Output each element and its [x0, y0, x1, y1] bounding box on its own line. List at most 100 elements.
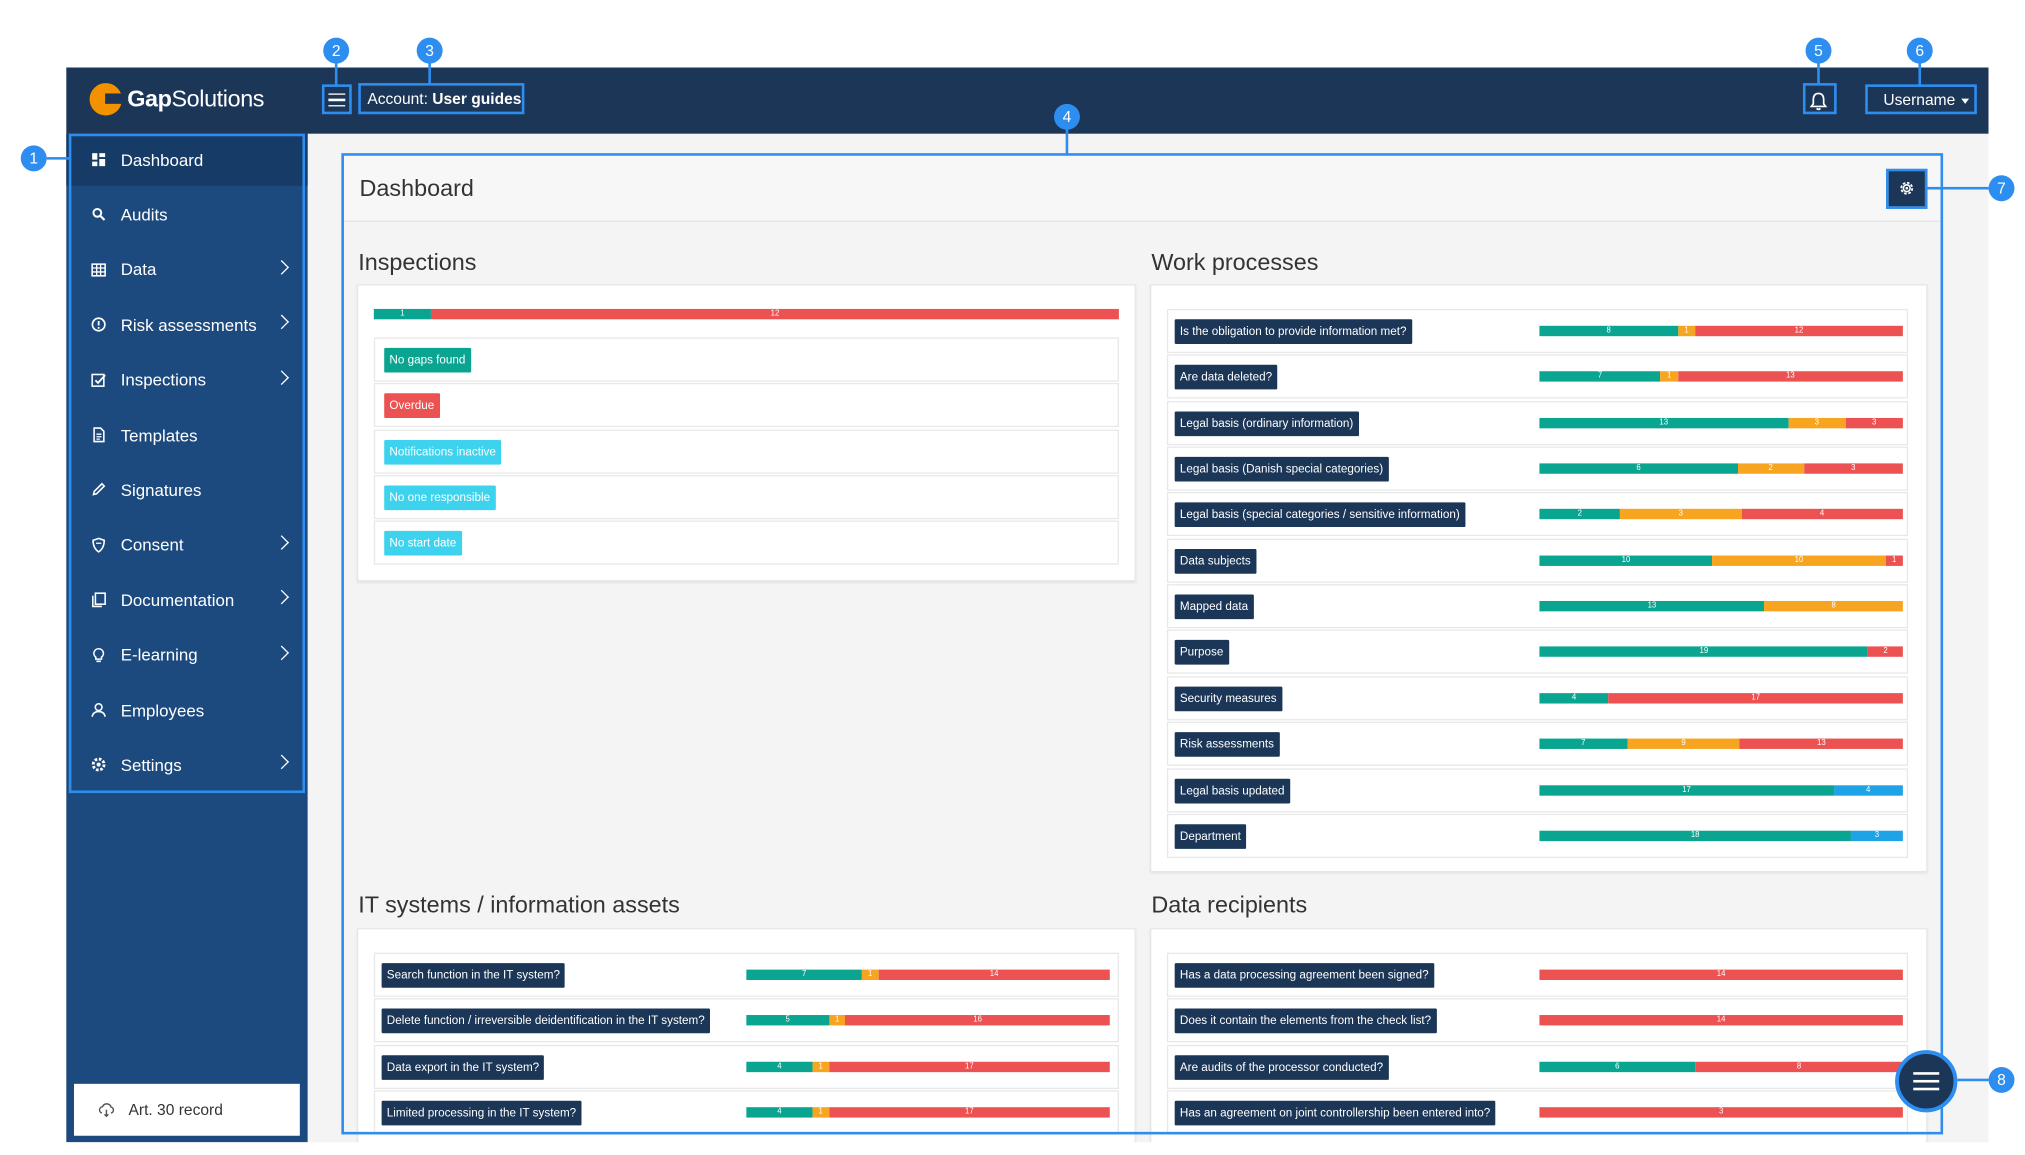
list-item[interactable]: Overdue: [373, 383, 1119, 428]
bar-segment[interactable]: 13: [1739, 738, 1903, 750]
table-row[interactable]: Legal basis (special categories / sensit…: [1166, 492, 1909, 537]
bar-segment[interactable]: 14: [1539, 969, 1903, 980]
bar-segment[interactable]: 1: [1677, 325, 1696, 337]
table-row[interactable]: Mapped data 13 8: [1166, 584, 1909, 629]
art30-record-button[interactable]: Art. 30 record: [73, 1083, 300, 1136]
bar-segment[interactable]: 3: [1803, 463, 1903, 474]
stacked-bar[interactable]: 14: [1539, 969, 1903, 980]
dashboard-settings-button[interactable]: [1888, 170, 1925, 207]
sidebar-item-e-learning[interactable]: E-learning: [66, 629, 307, 681]
stacked-bar[interactable]: 4 17: [1539, 692, 1903, 704]
bar-segment[interactable]: 2: [1868, 646, 1903, 658]
bar-segment[interactable]: 1: [812, 1107, 829, 1118]
bar-segment[interactable]: 1: [1885, 555, 1903, 566]
bar-segment[interactable]: 1: [828, 1015, 846, 1026]
bar-segment[interactable]: 1: [812, 1061, 829, 1072]
list-item[interactable]: No one responsible: [373, 474, 1119, 520]
stacked-bar[interactable]: 3: [1539, 1107, 1903, 1118]
bar-segment[interactable]: 4: [1741, 509, 1903, 520]
bar-segment[interactable]: 17: [1539, 784, 1834, 796]
sidebar-item-documentation[interactable]: Documentation: [66, 574, 307, 626]
bar-segment[interactable]: 14: [1539, 1015, 1903, 1026]
bar-segment[interactable]: 10: [1712, 555, 1886, 566]
stacked-bar[interactable]: 7 1 14: [746, 969, 1110, 980]
table-row[interactable]: Risk assessments 7 9 13: [1166, 721, 1909, 767]
list-item[interactable]: No gaps found: [373, 337, 1119, 382]
table-row[interactable]: Are data deleted? 7 1 13: [1166, 354, 1909, 399]
stacked-bar[interactable]: 8 1 12: [1539, 325, 1903, 337]
sidebar-item-settings[interactable]: Settings: [66, 739, 307, 791]
stacked-bar[interactable]: 7 1 13: [1539, 371, 1903, 383]
table-row[interactable]: Data subjects 10 10 1: [1166, 538, 1909, 583]
floating-menu-button[interactable]: [1895, 1050, 1958, 1113]
bar-segment[interactable]: 3: [1788, 417, 1846, 428]
bar-segment[interactable]: 5: [746, 1015, 829, 1026]
sidebar-item-templates[interactable]: Templates: [66, 409, 307, 461]
bar-segment[interactable]: 14: [878, 969, 1110, 980]
stacked-bar[interactable]: 4 1 17: [746, 1107, 1110, 1118]
stacked-bar[interactable]: 13 3 3: [1539, 417, 1903, 428]
sidebar-item-consent[interactable]: Consent: [66, 519, 307, 571]
bell-icon[interactable]: [1807, 90, 1830, 113]
bar-segment[interactable]: 17: [1608, 692, 1903, 704]
sidebar-item-employees[interactable]: Employees: [66, 684, 307, 736]
bar-segment[interactable]: 4: [746, 1061, 813, 1072]
table-row[interactable]: Does it contain the elements from the ch…: [1166, 998, 1909, 1043]
inspections-summary-bar[interactable]: 1 12: [373, 308, 1119, 320]
bar-segment[interactable]: 8: [1695, 1061, 1903, 1072]
bar-segment[interactable]: 4: [746, 1107, 813, 1118]
stacked-bar[interactable]: 7 9 13: [1539, 738, 1903, 750]
table-row[interactable]: Legal basis updated 17 4: [1166, 767, 1909, 812]
bar-segment[interactable]: 17: [828, 1107, 1110, 1118]
bar-segment[interactable]: 19: [1539, 646, 1869, 658]
table-row[interactable]: Purpose 19 2: [1166, 630, 1909, 675]
bar-segment[interactable]: 2: [1539, 509, 1621, 520]
stacked-bar[interactable]: 17 4: [1539, 784, 1903, 796]
stacked-bar[interactable]: 13 8: [1539, 601, 1903, 612]
table-row[interactable]: Delete function / irreversible deidentif…: [373, 998, 1119, 1043]
bar-segment[interactable]: 3: [1850, 830, 1903, 841]
bar-segment[interactable]: 10: [1539, 555, 1713, 566]
bar-segment[interactable]: 16: [845, 1015, 1110, 1026]
bar-segment[interactable]: 12: [1695, 325, 1903, 337]
table-row[interactable]: Search function in the IT system? 7 1 14: [373, 952, 1119, 997]
bar-segment[interactable]: 13: [1539, 601, 1765, 612]
sidebar-item-inspections[interactable]: Inspections: [66, 354, 307, 406]
bar-segment[interactable]: 13: [1677, 371, 1903, 383]
sidebar-item-audits[interactable]: Audits: [66, 189, 307, 241]
logo[interactable]: GapSolutions: [89, 83, 264, 116]
bar-segment[interactable]: 3: [1539, 1107, 1903, 1118]
user-menu-dropdown[interactable]: Username: [1883, 91, 1970, 109]
bar-segment[interactable]: 1: [861, 969, 879, 980]
bar-segment[interactable]: 13: [1539, 417, 1789, 428]
bar-segment[interactable]: 1: [373, 308, 432, 320]
table-row[interactable]: Is the obligation to provide information…: [1166, 308, 1909, 354]
bar-segment[interactable]: 3: [1620, 509, 1742, 520]
bar-segment[interactable]: 6: [1539, 463, 1738, 474]
table-row[interactable]: Legal basis (ordinary information) 13 3 3: [1166, 400, 1909, 445]
list-item[interactable]: No start date: [373, 520, 1119, 565]
sidebar-item-signatures[interactable]: Signatures: [66, 464, 307, 516]
bar-segment[interactable]: 17: [828, 1061, 1110, 1072]
stacked-bar[interactable]: 18 3: [1539, 830, 1903, 841]
bar-segment[interactable]: 12: [431, 308, 1119, 320]
bar-segment[interactable]: 1: [1660, 371, 1678, 383]
sidebar-item-data[interactable]: Data: [66, 244, 307, 296]
bar-segment[interactable]: 3: [1845, 417, 1903, 428]
bar-segment[interactable]: 18: [1539, 830, 1851, 841]
account-selector[interactable]: Account: User guides: [367, 90, 521, 108]
bar-segment[interactable]: 2: [1737, 463, 1804, 474]
sidebar-item-dashboard[interactable]: Dashboard: [66, 133, 308, 186]
table-row[interactable]: Legal basis (Danish special categories) 6…: [1166, 446, 1909, 491]
table-row[interactable]: Data export in the IT system? 4 1 17: [373, 1044, 1119, 1089]
menu-toggle-button[interactable]: [323, 87, 349, 113]
bar-segment[interactable]: 4: [1833, 784, 1903, 796]
bar-segment[interactable]: 8: [1539, 325, 1678, 337]
bar-segment[interactable]: 9: [1627, 738, 1740, 750]
stacked-bar[interactable]: 10 10 1: [1539, 555, 1903, 566]
sidebar-item-risk-assessments[interactable]: Risk assessments: [66, 299, 307, 351]
stacked-bar[interactable]: 14: [1539, 1015, 1903, 1026]
bar-segment[interactable]: 8: [1764, 601, 1903, 612]
